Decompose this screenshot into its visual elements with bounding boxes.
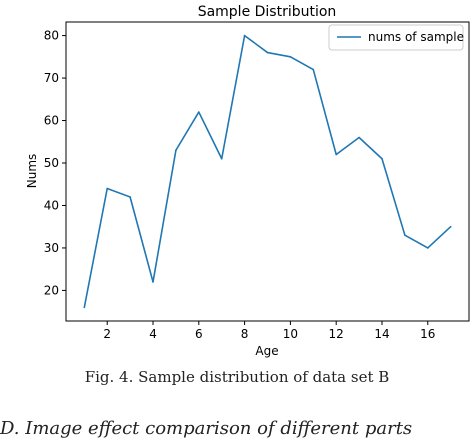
data-point xyxy=(289,56,292,58)
data-point xyxy=(243,34,246,37)
plot-frame xyxy=(65,21,470,322)
line-chart: Sample Distribution 2 4 6 8 10 12 14 16 20 30 40 50… xyxy=(25,4,470,358)
data-point xyxy=(335,153,337,156)
data-point xyxy=(449,225,452,228)
data-point xyxy=(198,111,200,113)
y-tick-label: 70 xyxy=(44,71,59,85)
x-tick-label: 6 xyxy=(195,327,203,341)
plot-area: 2 4 6 8 10 12 14 16 20 30 40 50 60 70 80 xyxy=(44,21,470,341)
y-tick-label: 50 xyxy=(44,156,59,170)
x-tick-label: 12 xyxy=(329,327,344,341)
data-point xyxy=(129,196,131,198)
y-tick-label: 40 xyxy=(44,198,59,212)
data-point xyxy=(381,157,383,160)
y-axis-label: Nums xyxy=(25,154,39,189)
data-point xyxy=(266,51,269,54)
data-point xyxy=(220,157,223,160)
legend-label: nums of sample xyxy=(368,30,464,44)
x-tick-label: 14 xyxy=(374,327,389,341)
y-tick-label: 20 xyxy=(44,283,59,297)
figure-caption: Fig. 4. Sample distribution of data set … xyxy=(84,368,390,386)
x-tick-label: 2 xyxy=(103,327,111,341)
data-point xyxy=(152,281,154,283)
legend-box xyxy=(328,24,464,51)
data-point xyxy=(175,149,177,152)
y-tick-label: 30 xyxy=(44,241,59,255)
y-tick-label: 80 xyxy=(44,29,59,43)
chart-title: Sample Distribution xyxy=(198,4,337,20)
x-tick-label: 16 xyxy=(420,327,435,341)
data-point xyxy=(426,247,429,249)
data-point xyxy=(106,187,109,190)
data-point xyxy=(358,136,360,139)
data-point xyxy=(404,234,406,237)
series-line-1 xyxy=(83,34,452,308)
x-tick-label: 10 xyxy=(283,327,298,341)
y-tick-label: 60 xyxy=(44,114,59,128)
data-point xyxy=(312,68,315,71)
section-heading: D. Image effect comparison of different … xyxy=(0,418,413,439)
x-axis-label: Age xyxy=(255,344,278,358)
data-point xyxy=(83,306,86,309)
legend: nums of sample xyxy=(328,24,464,51)
x-tick-label: 8 xyxy=(241,327,249,341)
x-tick-label: 4 xyxy=(149,327,157,341)
